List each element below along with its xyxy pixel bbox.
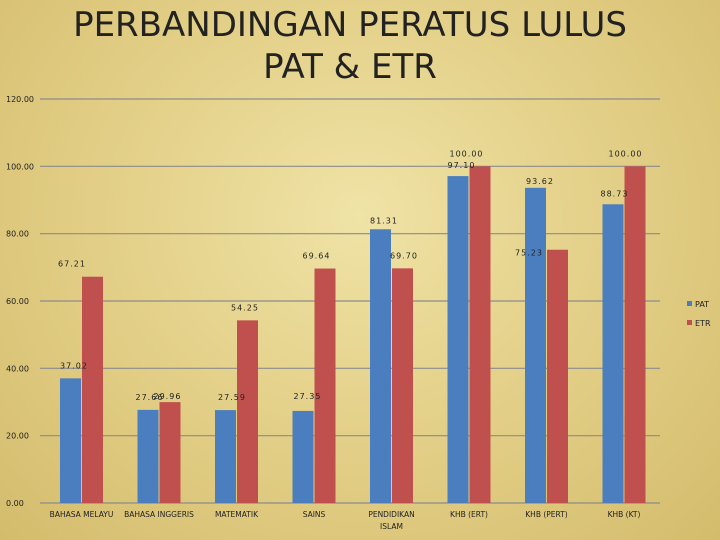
y-tick-label: 120.00 — [6, 95, 34, 104]
category-label: KHB (ERT) — [450, 510, 488, 519]
bar-etr — [624, 166, 646, 504]
data-label-etr: 100.00 — [450, 149, 484, 158]
chart-title-line-2: PAT & ETR — [263, 47, 437, 87]
data-label-etr: 54.25 — [231, 303, 259, 312]
category-label: KHB (PERT) — [525, 510, 568, 519]
data-label-etr: 69.64 — [303, 252, 331, 261]
bar-pat — [602, 204, 624, 503]
y-tick-label: 100.00 — [6, 162, 34, 171]
category-label: SAINS — [303, 510, 326, 519]
bar-pat — [60, 378, 81, 503]
data-label-etr: 69.70 — [390, 251, 418, 260]
category-label: ISLAM — [380, 522, 403, 531]
bar-pat — [292, 410, 314, 503]
chart-title: PERBANDINGAN PERATUS LULUS PAT & ETR — [60, 4, 640, 88]
y-tick-label: 40.00 — [6, 364, 29, 373]
bar-pat — [370, 229, 391, 503]
bar-etr — [547, 249, 568, 503]
y-tick-label: 80.00 — [6, 230, 29, 239]
chart-title-line-1: PERBANDINGAN PERATUS LULUS — [73, 5, 627, 45]
bar-pat — [137, 409, 159, 503]
category-label: KHB (KT) — [608, 510, 641, 519]
bar-etr — [392, 268, 413, 503]
bar-pat — [447, 176, 469, 503]
bar-etr — [159, 402, 181, 503]
bar-etr — [314, 268, 336, 503]
legend-swatch-pat — [687, 301, 692, 306]
data-label-pat: 37.02 — [60, 361, 88, 370]
bar-pat — [525, 187, 546, 503]
data-label-pat: 93.62 — [526, 177, 554, 186]
data-label-pat: 27.35 — [294, 392, 322, 401]
legend-swatch-etr — [687, 320, 692, 325]
data-label-pat: 27.59 — [218, 393, 246, 402]
legend-label-etr: ETR — [695, 319, 711, 328]
legend-label-pat: PAT — [695, 300, 709, 309]
y-tick-label: 20.00 — [6, 432, 29, 441]
category-label: BAHASA INGGERIS — [124, 510, 194, 519]
bar-etr — [469, 166, 491, 504]
data-label-etr: 29.96 — [154, 392, 182, 401]
y-tick-label: 60.00 — [6, 297, 29, 306]
bar-etr — [237, 320, 258, 503]
category-label: MATEMATIK — [215, 510, 259, 519]
category-label: PENDIDIKAN — [368, 510, 414, 519]
data-label-pat: 27.66 — [136, 393, 164, 402]
data-label-pat: 88.73 — [601, 189, 629, 198]
bar-etr — [82, 276, 103, 503]
category-label: BAHASA MELAYU — [50, 510, 114, 519]
data-label-etr: 75.23 — [515, 249, 543, 258]
y-tick-label: 0.00 — [6, 499, 24, 508]
data-label-etr: 100.00 — [609, 149, 643, 158]
bar-pat — [215, 410, 236, 503]
data-label-pat: 81.31 — [370, 216, 398, 225]
data-label-etr: 67.21 — [58, 260, 86, 269]
data-label-pat: 97.10 — [448, 161, 476, 170]
